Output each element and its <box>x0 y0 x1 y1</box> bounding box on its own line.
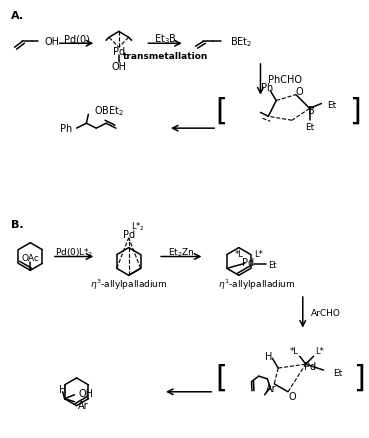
Text: [: [ <box>215 97 227 126</box>
Text: Et$_2$Zn: Et$_2$Zn <box>168 246 195 258</box>
Text: Pd(0): Pd(0) <box>63 34 89 44</box>
Text: Pd: Pd <box>113 47 125 57</box>
Text: Et: Et <box>268 260 277 269</box>
Text: O: O <box>296 86 304 96</box>
Text: OAc: OAc <box>21 254 39 262</box>
Text: OH: OH <box>111 62 126 72</box>
Text: OBEt$_2$: OBEt$_2$ <box>94 104 124 118</box>
Text: A.: A. <box>11 11 24 21</box>
Text: Pd: Pd <box>304 361 316 371</box>
Text: [: [ <box>215 363 227 392</box>
Text: ArCHO: ArCHO <box>311 308 341 317</box>
Text: O: O <box>288 391 296 401</box>
Text: *L: *L <box>289 346 299 355</box>
Text: PhCHO: PhCHO <box>268 75 302 85</box>
Text: H: H <box>265 351 272 361</box>
Text: ]: ] <box>353 363 365 392</box>
Text: Et: Et <box>327 101 337 110</box>
Text: L*$_2$: L*$_2$ <box>131 220 145 233</box>
Text: B: B <box>308 106 315 116</box>
Text: OH: OH <box>78 388 93 398</box>
Text: H: H <box>59 384 66 394</box>
Text: ]: ] <box>349 97 361 126</box>
Text: Pd(0)L*$_2$: Pd(0)L*$_2$ <box>55 246 93 258</box>
Text: $\eta^1$-allylpalladium: $\eta^1$-allylpalladium <box>218 277 295 292</box>
Text: Et: Et <box>333 367 342 377</box>
Text: Ph: Ph <box>61 124 73 134</box>
Text: B.: B. <box>11 219 23 230</box>
Text: Et: Et <box>305 122 314 131</box>
Text: Ph: Ph <box>261 82 273 92</box>
Text: Ar: Ar <box>78 400 89 410</box>
Text: Pd: Pd <box>242 258 255 268</box>
Text: $\eta^3$-allylpalladium: $\eta^3$-allylpalladium <box>90 277 168 292</box>
Text: Pd: Pd <box>123 229 135 239</box>
Text: L*: L* <box>315 346 324 355</box>
Text: L*: L* <box>254 250 263 258</box>
Text: OH: OH <box>44 37 59 47</box>
Text: *L: *L <box>234 250 243 258</box>
Text: Ar: Ar <box>266 383 277 393</box>
Text: BEt$_2$: BEt$_2$ <box>230 35 252 49</box>
Text: transmetallation: transmetallation <box>123 52 208 60</box>
Text: Et$_3$B: Et$_3$B <box>154 32 176 46</box>
